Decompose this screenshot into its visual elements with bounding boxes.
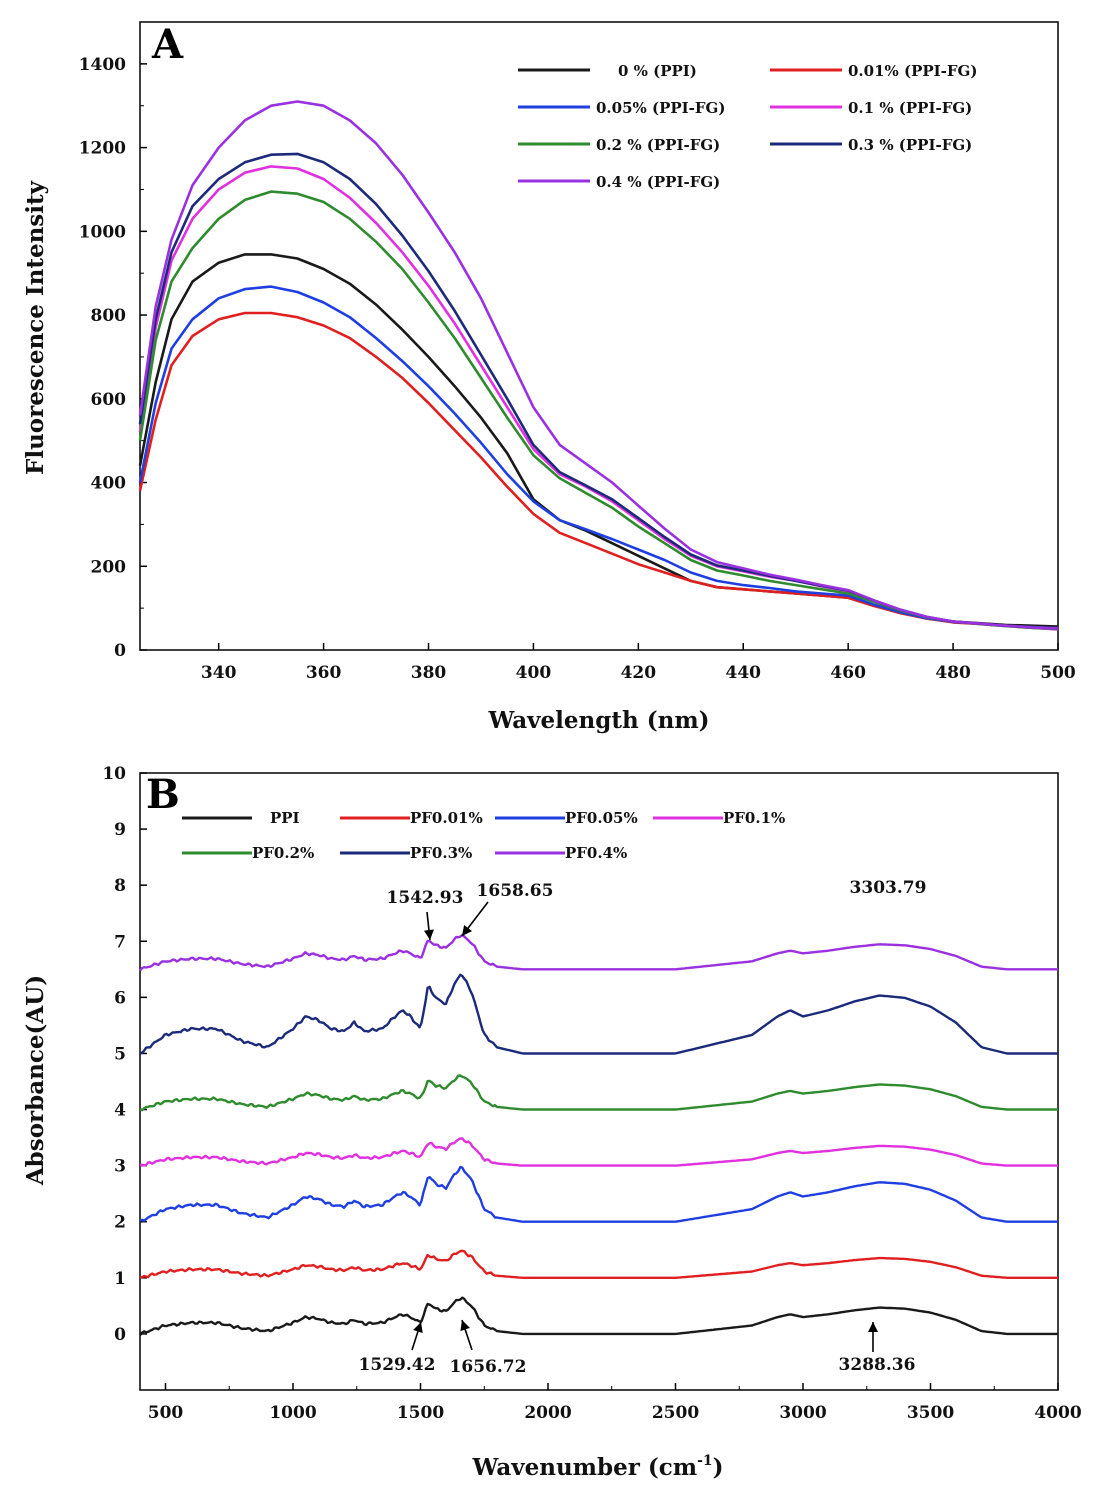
a-series-line-2 (138, 285, 1059, 630)
b-annotation-arrow-1658-65-head (462, 925, 473, 936)
b-x-tick-label-3500: 3500 (907, 1403, 954, 1423)
b-y-tick-label-7: 7 (114, 932, 126, 952)
b-y-tick-label-0: 0 (114, 1325, 126, 1345)
panel-b-y-axis-label: Absorbance(AU) (22, 975, 49, 1186)
b-annotation-1656-72: 1656.72 (450, 1357, 527, 1377)
panel-a-ticks (140, 63, 1059, 651)
b-legend-label-pf0-1: PF0.1% (723, 809, 785, 827)
b-x-tick-label-1500: 1500 (397, 1403, 444, 1423)
a-x-tick-label-380: 380 (411, 663, 447, 683)
a-legend-label-0: 0 % (PPI) (618, 62, 697, 80)
b-series-line-2 (139, 1165, 1058, 1223)
panel-b-annotations: 1542.93 1658.65 3303.79 1529.42 1656.72 3288.… (359, 878, 927, 1377)
panel-a-x-tick-labels: 340 360 380 400 420 440 460 480 500 (201, 663, 1076, 683)
a-y-tick-label-1400: 1400 (79, 55, 126, 75)
a-y-tick-label-1200: 1200 (79, 139, 126, 159)
a-x-tick-label-420: 420 (621, 663, 657, 683)
b-series-line-5 (139, 973, 1058, 1055)
a-legend-label-1: 0.01% (PPI-FG) (848, 62, 977, 80)
b-series-line-3 (139, 1137, 1058, 1167)
a-x-tick-label-480: 480 (935, 663, 971, 683)
panel-a: A 340 360 380 400 420 440 460 480 500 0 200 400 600… (22, 21, 1076, 734)
b-y-tick-label-8: 8 (114, 876, 126, 896)
a-x-tick-label-340: 340 (201, 663, 237, 683)
panel-b-x-axis-label-close: ) (713, 1454, 724, 1481)
a-y-tick-label-200: 200 (91, 557, 127, 577)
b-y-tick-label-6: 6 (114, 988, 126, 1008)
b-legend-label-ppi: PPI (270, 809, 300, 827)
b-annotation-arrow-1656-72-head (460, 1320, 470, 1332)
panel-a-legend: 0 % (PPI) 0.01% (PPI-FG) 0.05% (PPI-FG) 0.1… (518, 62, 977, 191)
a-x-tick-label-360: 360 (306, 663, 342, 683)
b-annotation-1658-65: 1658.65 (477, 881, 554, 901)
b-y-tick-label-5: 5 (114, 1044, 126, 1064)
a-series-line-6 (138, 100, 1059, 630)
panel-b-x-axis-label: Wavenumber (cm-1) (471, 1453, 723, 1481)
panel-a-y-axis-label: Fluorescence Intensity (22, 180, 49, 475)
a-y-tick-label-400: 400 (91, 474, 127, 494)
panel-b-x-axis-label-superscript: -1 (697, 1453, 713, 1469)
b-series-line-4 (139, 1074, 1058, 1112)
b-y-tick-label-3: 3 (114, 1157, 126, 1177)
panel-b-y-tick-labels: 0 1 2 3 4 5 6 7 8 9 10 (102, 764, 126, 1345)
b-x-tick-label-3000: 3000 (779, 1403, 826, 1423)
panel-a-label: A (151, 21, 184, 68)
b-series-line-1 (139, 1249, 1058, 1280)
b-annotation-arrow-3288-36-head (868, 1322, 878, 1332)
b-y-tick-label-2: 2 (114, 1213, 126, 1233)
b-x-tick-label-4000: 4000 (1034, 1403, 1081, 1423)
b-series-line-0 (139, 1296, 1058, 1336)
a-y-tick-label-800: 800 (91, 306, 127, 326)
b-annotation-arrow-1529-42-head (413, 1322, 423, 1334)
b-series-line-6 (139, 933, 1058, 972)
b-y-tick-label-4: 4 (114, 1101, 126, 1121)
b-legend-label-pf0-05: PF0.05% (565, 809, 638, 827)
b-x-tick-label-2500: 2500 (652, 1403, 699, 1423)
a-legend-label-2: 0.05% (PPI-FG) (596, 99, 725, 117)
panel-a-series (138, 100, 1059, 631)
b-legend-label-pf0-01: PF0.01% (410, 809, 483, 827)
panel-b-legend: PPI PF0.01% PF0.05% PF0.1% PF0.2% PF0.3% PF0.4… (182, 809, 785, 862)
b-x-tick-label-500: 500 (148, 1403, 184, 1423)
panel-a-frame (139, 21, 1059, 651)
b-annotation-3288-36: 3288.36 (839, 1355, 916, 1375)
b-legend-label-pf0-2: PF0.2% (252, 844, 314, 862)
b-annotation-3303-79: 3303.79 (850, 878, 927, 898)
a-legend-label-6: 0.4 % (PPI-FG) (596, 173, 720, 191)
a-legend-label-4: 0.2 % (PPI-FG) (596, 136, 720, 154)
panel-a-y-tick-labels: 0 200 400 600 800 1000 1200 1400 (79, 55, 126, 661)
panel-b: B 500 1000 1500 2000 2500 3000 3500 4000 0 1 2 3 4 5… (22, 764, 1082, 1481)
a-y-tick-label-600: 600 (91, 390, 127, 410)
b-x-tick-label-2000: 2000 (524, 1403, 571, 1423)
b-y-tick-label-1: 1 (114, 1269, 126, 1289)
a-x-tick-label-440: 440 (726, 663, 762, 683)
a-legend-label-3: 0.1 % (PPI-FG) (848, 99, 972, 117)
panel-b-series (139, 933, 1058, 1336)
b-annotation-arrow-1542-93-head (423, 929, 434, 940)
b-annotation-1529-42: 1529.42 (359, 1355, 436, 1375)
a-y-tick-label-0: 0 (114, 641, 126, 661)
b-x-tick-label-1000: 1000 (269, 1403, 316, 1423)
a-x-tick-label-400: 400 (516, 663, 552, 683)
b-legend-label-pf0-3: PF0.3% (410, 844, 472, 862)
b-y-tick-label-10: 10 (102, 764, 126, 784)
b-y-tick-label-9: 9 (114, 820, 126, 840)
a-y-tick-label-1000: 1000 (79, 222, 126, 242)
panel-b-label: B (146, 771, 180, 818)
a-x-tick-label-500: 500 (1040, 663, 1076, 683)
b-annotation-1542-93: 1542.93 (387, 888, 464, 908)
a-x-tick-label-460: 460 (830, 663, 866, 683)
b-legend-label-pf0-4: PF0.4% (565, 844, 627, 862)
panel-b-frame (139, 772, 1059, 1391)
panel-b-x-tick-labels: 500 1000 1500 2000 2500 3000 3500 4000 (148, 1403, 1082, 1423)
panel-b-x-axis-label-main: Wavenumber (cm (471, 1454, 697, 1481)
a-legend-label-5: 0.3 % (PPI-FG) (848, 136, 972, 154)
panel-a-x-axis-label: Wavelength (nm) (487, 707, 709, 734)
